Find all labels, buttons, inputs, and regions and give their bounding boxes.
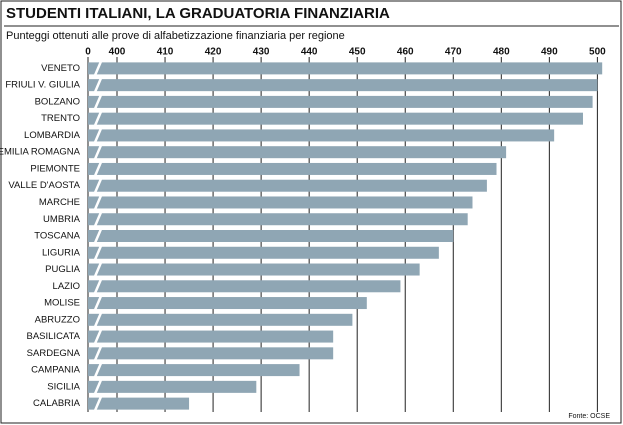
bar (88, 95, 593, 108)
bar (88, 263, 420, 276)
axis-break (93, 295, 103, 311)
y-tick-label: FRIULI V. GIULIA (5, 80, 80, 91)
bar (88, 347, 334, 360)
bar (88, 79, 598, 92)
axis-break (93, 262, 103, 278)
bar (88, 246, 439, 259)
bar (88, 62, 603, 75)
axis-break (93, 211, 103, 227)
x-tick-label: 450 (349, 47, 366, 58)
axis-break (93, 77, 103, 93)
x-tick-label: 420 (205, 47, 222, 58)
y-tick-label: MARCHE (39, 197, 80, 208)
bar (88, 213, 468, 226)
bar (88, 179, 487, 192)
x-tick-label: 500 (589, 47, 606, 58)
y-tick-label: SICILIA (47, 381, 80, 392)
bar (88, 330, 334, 343)
axis-break (93, 178, 103, 194)
bar (88, 230, 454, 242)
chart-title: STUDENTI ITALIANI, LA GRADUATORIA FINANZ… (6, 5, 390, 22)
y-tick-label: LIGURIA (42, 247, 81, 258)
y-tick-label: BASILICATA (27, 331, 81, 342)
axis-break (93, 329, 103, 345)
source: Fonte: OCSE (568, 413, 610, 420)
axis-break (93, 396, 103, 412)
x-tick-label: 0 (85, 47, 91, 58)
axis-break (93, 144, 103, 160)
axis-break (93, 127, 103, 143)
y-tick-label: UMBRIA (43, 214, 81, 225)
y-tick-label: ABRUZZO (35, 314, 80, 325)
axis-break (93, 362, 103, 378)
bar (88, 146, 507, 159)
y-tick-label: CALABRIA (33, 398, 81, 409)
axis-break (93, 60, 103, 76)
axis-break (93, 111, 103, 127)
y-tick-label: EMILIA ROMAGNA (0, 147, 81, 158)
y-tick-label: VALLE D'AOSTA (8, 180, 80, 191)
axis-break (93, 312, 103, 328)
bar (88, 112, 583, 125)
y-tick-label: VENETO (41, 63, 80, 74)
bar (88, 129, 555, 142)
y-tick-label: TOSCANA (34, 231, 80, 242)
x-tick-label: 480 (493, 47, 510, 58)
bar (88, 313, 353, 326)
bar (88, 162, 497, 175)
axis-break (93, 379, 103, 395)
axis-break (93, 194, 103, 210)
y-tick-label: SARDEGNA (27, 348, 81, 359)
x-tick-label: 490 (541, 47, 558, 58)
axis-break (93, 94, 103, 110)
y-tick-label: MOLISE (44, 298, 80, 309)
bar (88, 297, 367, 310)
y-tick-label: LOMBARDIA (24, 130, 81, 141)
y-tick-label: PUGLIA (45, 264, 81, 275)
axis-break (93, 245, 103, 261)
bar (88, 280, 401, 293)
y-tick-label: BOLZANO (35, 96, 80, 107)
bar (88, 397, 190, 410)
y-tick-label: LAZIO (53, 281, 80, 292)
x-tick-label: 400 (109, 47, 126, 58)
x-tick-label: 460 (397, 47, 414, 58)
axis-break (93, 161, 103, 177)
bar (88, 196, 473, 209)
y-tick-label: TRENTO (41, 113, 80, 124)
y-tick-label: CAMPANIA (31, 365, 81, 376)
axis-break (93, 278, 103, 294)
x-tick-label: 430 (253, 47, 270, 58)
bar (88, 364, 300, 377)
x-tick-label: 410 (157, 47, 174, 58)
axis-break (93, 345, 103, 361)
chart-subtitle: Punteggi ottenuti alle prove di alfabeti… (6, 30, 345, 42)
bar (88, 380, 257, 393)
x-tick-label: 440 (301, 47, 318, 58)
axis-break (93, 228, 103, 244)
y-tick-label: PIEMONTE (30, 163, 80, 174)
x-tick-label: 470 (445, 47, 462, 58)
